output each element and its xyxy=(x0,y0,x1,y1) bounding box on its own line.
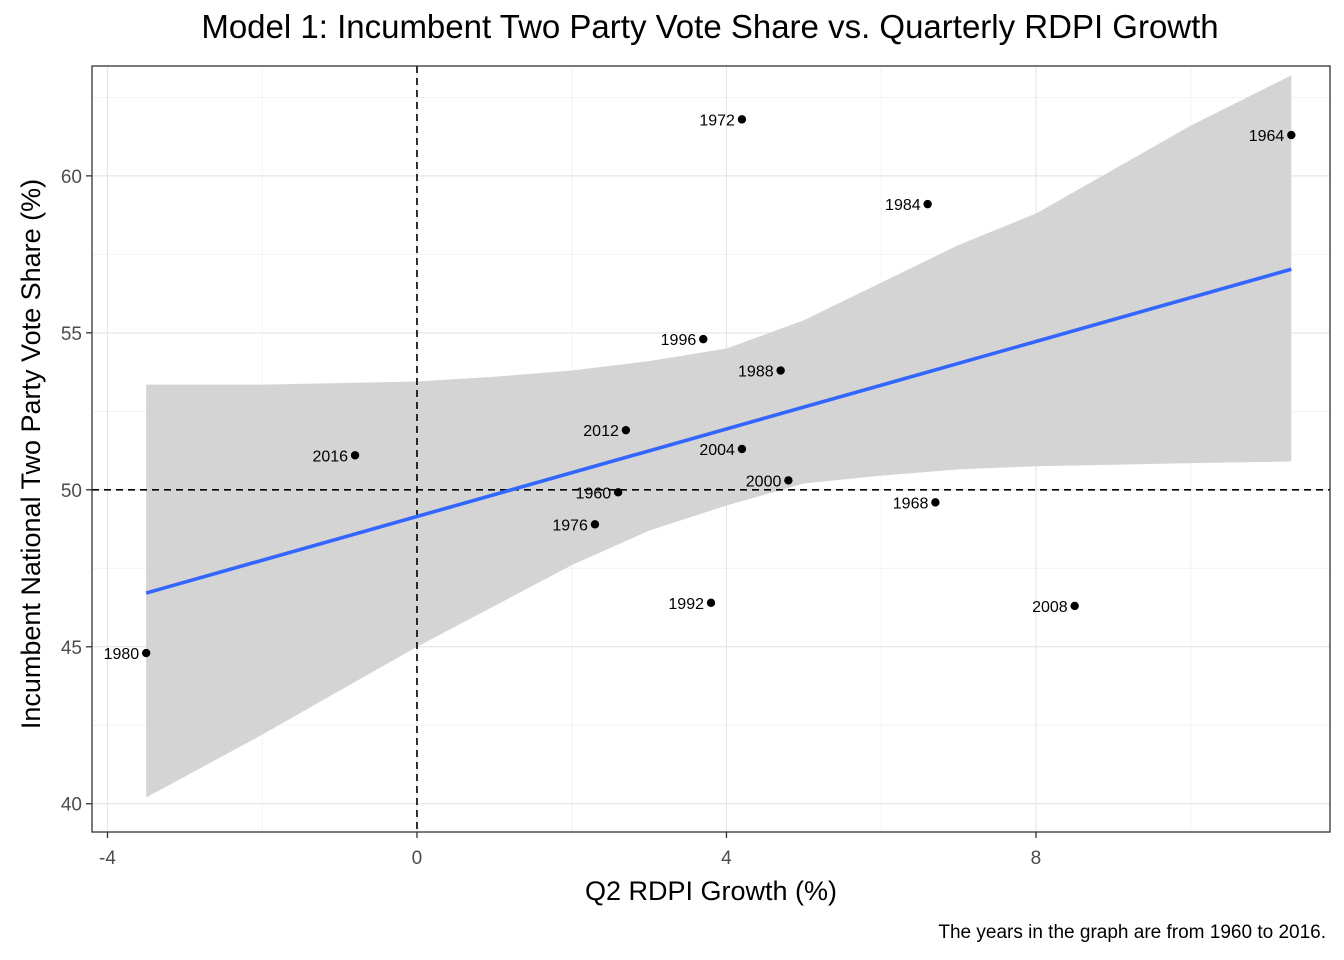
point-label-2012: 2012 xyxy=(583,423,619,440)
data-point-1972 xyxy=(737,115,747,124)
data-point-1996 xyxy=(699,334,708,344)
y-tick-label: 50 xyxy=(61,481,82,502)
point-labels: 1960 1964 1968 1972 1976 1980 1984 1988 1992 1996… xyxy=(104,112,1285,663)
point-label-1972: 1972 xyxy=(699,112,735,129)
data-point-1992 xyxy=(706,598,716,608)
point-label-1964: 1964 xyxy=(1249,128,1285,145)
data-point-1960 xyxy=(613,488,623,497)
x-axis-title: Q2 RDPI Growth (%) xyxy=(585,876,837,906)
chart-caption: The years in the graph are from 1960 to … xyxy=(938,922,1326,943)
data-point-1984 xyxy=(923,199,932,209)
data-point-1968 xyxy=(931,498,940,507)
x-tick-label: 0 xyxy=(412,848,423,869)
point-label-1992: 1992 xyxy=(668,596,704,613)
confidence-band-layer xyxy=(146,75,1292,798)
chart-title: Model 1: Incumbent Two Party Vote Share … xyxy=(201,8,1219,45)
y-tick-label: 40 xyxy=(61,795,82,816)
point-label-1996: 1996 xyxy=(661,332,697,349)
data-point-1976 xyxy=(590,520,600,529)
confidence-band xyxy=(146,75,1292,798)
point-label-2016: 2016 xyxy=(312,448,348,465)
x-tick-label: 4 xyxy=(721,848,732,869)
y-axis-title: Incumbent National Two Party Vote Share … xyxy=(16,179,46,729)
fit-line-layer xyxy=(145,267,1292,595)
fit-line xyxy=(145,267,1292,595)
y-tick-label: 60 xyxy=(61,167,82,188)
axes: -4 0 4 8 40 45 50 55 60 xyxy=(61,167,1041,869)
data-point-1964 xyxy=(1287,130,1296,140)
point-label-2004: 2004 xyxy=(699,442,735,459)
point-label-1976: 1976 xyxy=(552,517,588,534)
point-label-1960: 1960 xyxy=(576,485,612,502)
data-point-2004 xyxy=(737,444,747,454)
reference-lines xyxy=(92,66,1330,832)
y-tick-label: 55 xyxy=(61,324,82,345)
data-point-2012 xyxy=(621,425,631,435)
point-label-2008: 2008 xyxy=(1032,599,1068,616)
data-point-2016 xyxy=(350,451,360,460)
data-point-2000 xyxy=(784,476,793,485)
data-point-1980 xyxy=(141,648,151,658)
x-tick-label: -4 xyxy=(99,848,116,869)
point-label-1968: 1968 xyxy=(893,495,929,512)
x-tick-label: 8 xyxy=(1031,848,1042,869)
point-label-2000: 2000 xyxy=(746,473,782,490)
point-label-1988: 1988 xyxy=(738,364,774,381)
data-points xyxy=(141,115,1296,658)
data-point-2008 xyxy=(1070,601,1079,611)
point-label-1980: 1980 xyxy=(104,646,140,663)
point-label-1984: 1984 xyxy=(885,197,921,214)
data-point-1988 xyxy=(776,366,785,375)
panel-border xyxy=(91,65,1331,833)
y-tick-label: 45 xyxy=(61,638,82,659)
